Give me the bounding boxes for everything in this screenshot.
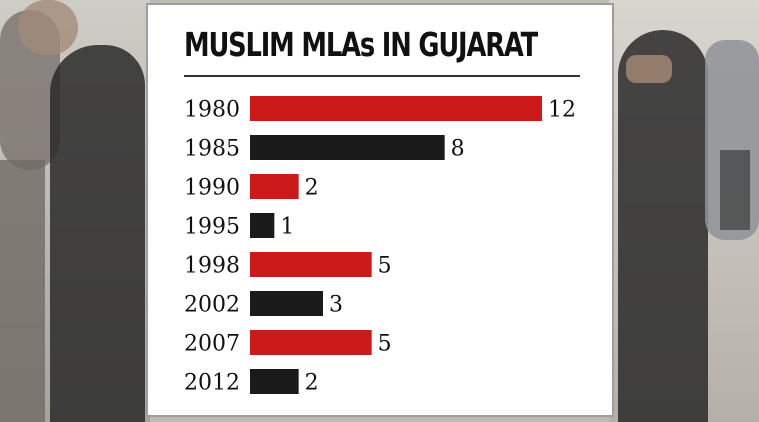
bar-2007 bbox=[250, 330, 372, 355]
value-label: 2 bbox=[305, 176, 319, 201]
value-label: 1 bbox=[280, 215, 294, 240]
bar-chart: 1980 12 1985 8 1990 2 1995 1 1998 5 2002 3 2007 5 2012… bbox=[184, 96, 576, 396]
year-label: 1995 bbox=[184, 215, 240, 240]
value-label: 3 bbox=[329, 293, 343, 318]
bar-1990 bbox=[250, 174, 299, 199]
photo-person bbox=[0, 160, 45, 422]
bar-1980 bbox=[250, 96, 542, 121]
year-label: 2012 bbox=[184, 371, 240, 396]
bar-1985 bbox=[250, 135, 445, 160]
chart-card: MUSLIM MLAs IN GUJARAT 1980 12 1985 8 1990 2 1… bbox=[146, 3, 614, 417]
photo-person bbox=[720, 150, 750, 230]
title-divider bbox=[184, 75, 580, 77]
year-label: 1985 bbox=[184, 137, 240, 162]
year-label: 2002 bbox=[184, 293, 240, 318]
value-label: 12 bbox=[548, 98, 576, 123]
chart-title: MUSLIM MLAs IN GUJARAT bbox=[184, 25, 538, 64]
year-label: 1980 bbox=[184, 98, 240, 123]
photo-face bbox=[626, 55, 672, 83]
year-label: 2007 bbox=[184, 332, 240, 357]
bar-1995 bbox=[250, 213, 275, 238]
bar-2012 bbox=[250, 369, 299, 394]
value-label: 2 bbox=[305, 371, 319, 396]
year-label: 1998 bbox=[184, 254, 240, 279]
year-label: 1990 bbox=[184, 176, 240, 201]
photo-face bbox=[18, 0, 78, 55]
bar-2002 bbox=[250, 291, 323, 316]
bar-1998 bbox=[250, 252, 372, 277]
value-label: 5 bbox=[378, 254, 392, 279]
photo-person bbox=[50, 45, 145, 422]
value-label: 8 bbox=[451, 137, 465, 162]
photo-person bbox=[618, 30, 708, 422]
value-label: 5 bbox=[378, 332, 392, 357]
